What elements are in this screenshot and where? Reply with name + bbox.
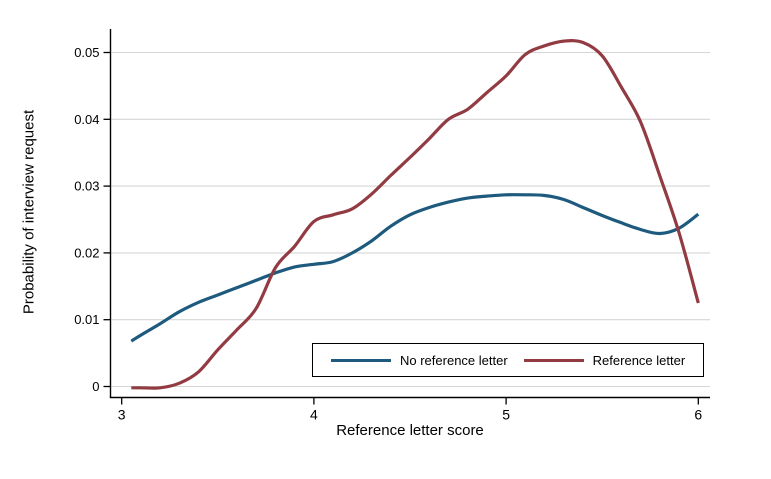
legend: No reference letter Reference letter	[312, 343, 704, 377]
y-tick-label-0.01: 0.01	[74, 312, 99, 327]
y-tick-label-0.05: 0.05	[74, 45, 99, 60]
legend-label-reference-letter: Reference letter	[592, 352, 686, 368]
x-tick-label-5: 5	[502, 407, 510, 423]
x-tick-label-3: 3	[118, 407, 126, 423]
legend-label-no-reference-letter: No reference letter	[400, 352, 508, 368]
y-tick-label-0: 0	[92, 379, 99, 394]
x-tick-label-4: 4	[310, 407, 318, 423]
legend-line-reference-letter	[523, 358, 584, 362]
legend-line-no-reference-letter	[331, 358, 391, 362]
x-axis-title: Reference letter score	[336, 422, 484, 439]
y-tick-label-0.04: 0.04	[74, 112, 99, 127]
x-tick-label-6: 6	[694, 407, 702, 423]
chart-line-reference-letter	[131, 39, 700, 390]
y-axis-title: Probability of interview request	[20, 109, 38, 315]
chart-line-no-reference-letter	[130, 193, 700, 343]
y-tick-label-0.02: 0.02	[74, 245, 99, 260]
y-tick-label-0.03: 0.03	[74, 179, 99, 194]
